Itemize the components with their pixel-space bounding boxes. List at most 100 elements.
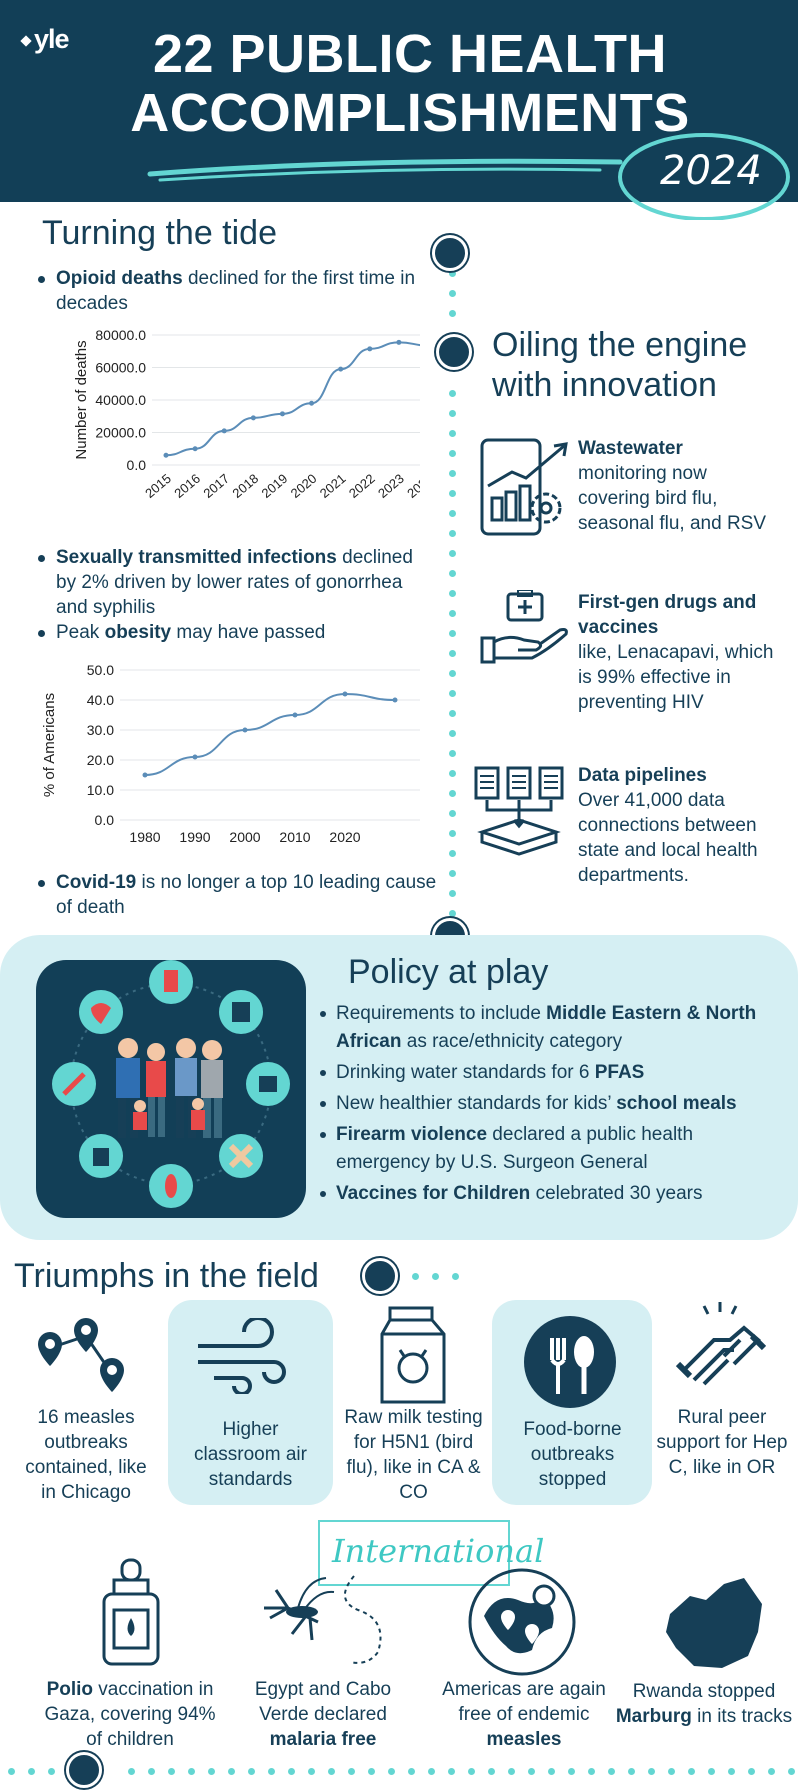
policy-list: Requirements to include Middle Eastern &… [320, 1000, 786, 1211]
policy-item: Requirements to include Middle Eastern &… [320, 1000, 786, 1056]
wastewater-chart-icon [480, 438, 568, 536]
timeline-dot [608, 1768, 615, 1775]
y-tick-label: 50.0 [87, 662, 114, 678]
timeline-dot [449, 650, 456, 657]
timeline-dot [788, 1768, 795, 1775]
timeline-dot [248, 1768, 255, 1775]
timeline-dot [308, 1768, 315, 1775]
year-label: 2024 [660, 148, 762, 194]
field-tile-measles: 16 measles outbreaks contained, like in … [25, 1407, 147, 1503]
field-tile-hepc: Rural peer support for Hep C, like in OR [656, 1407, 788, 1478]
timeline-dot [148, 1768, 155, 1775]
section-title-field: Triumphs in the field [14, 1257, 319, 1295]
family-health-icons-icon [52, 960, 290, 1208]
sti-text: Sexually transmitted infections declined… [56, 547, 413, 618]
timeline-dot [568, 1768, 575, 1775]
timeline-dot [468, 1768, 475, 1775]
data-point [279, 411, 285, 417]
y-tick-label: 30.0 [87, 722, 114, 738]
timeline-dot [228, 1768, 235, 1775]
timeline-dot [449, 910, 456, 917]
timeline-dot [168, 1768, 175, 1775]
data-point [250, 415, 256, 421]
field-tile-foodborne: Food-borne outbreaks stopped [523, 1419, 622, 1490]
mosquito-icon [264, 1575, 382, 1664]
data-point [367, 346, 373, 352]
timeline-dot [449, 310, 456, 317]
innovation-item-drugs: First-gen drugs and vaccines like, Lenaca… [578, 592, 774, 713]
obesity-text: Peak obesity may have passed [56, 622, 326, 643]
opioid-text: Opioid deaths declined for the first tim… [56, 268, 416, 314]
timeline-dot [48, 1768, 55, 1775]
x-tick-label: 1980 [129, 829, 160, 845]
section-title-policy: Policy at play [348, 953, 549, 991]
timeline-dot [8, 1768, 15, 1775]
timeline-dot [449, 570, 456, 577]
data-point [192, 754, 198, 760]
y-tick-label: 0.0 [127, 457, 147, 473]
y-tick-label: 40000.0 [95, 392, 146, 408]
timeline-dot [428, 1768, 435, 1775]
page-title-line2: ACCOMPLISHMENTS [130, 83, 690, 143]
covid-text: Covid-19 is no longer a top 10 leading c… [56, 872, 437, 918]
timeline-dot [628, 1768, 635, 1775]
timeline-dot [449, 690, 456, 697]
opioid-chart: 0.0 20000.0 40000.0 60000.0 80000.0 Number of… [73, 327, 420, 501]
timeline-dot [449, 490, 456, 497]
policy-item: Firearm violence declared a public healt… [320, 1121, 786, 1177]
page-title-line1: 22 PUBLIC HEALTH [152, 24, 668, 84]
intl-item-malaria: Egypt and Cabo Verde declared malaria fr… [254, 1679, 392, 1750]
international-label-box: International [318, 1520, 544, 1586]
section-title-turning: Turning the tide [42, 214, 277, 252]
data-point [192, 446, 198, 452]
x-tick-label: 2023 [375, 471, 407, 501]
timeline-dot [708, 1768, 715, 1775]
timeline-dot [648, 1768, 655, 1775]
series-line [165, 341, 420, 457]
timeline-dot [449, 510, 456, 517]
timeline-dot [488, 1768, 495, 1775]
timeline-dot [449, 850, 456, 857]
header-decoration [147, 133, 790, 220]
timeline-node-icon [66, 1752, 102, 1788]
data-point [163, 452, 169, 458]
field-tile-milk: Raw milk testing for H5N1 (bird flu), li… [344, 1407, 483, 1503]
data-point [221, 428, 227, 434]
timeline-dot [768, 1768, 775, 1775]
y-axis-label: Number of deaths [73, 340, 90, 459]
y-tick-label: 40.0 [87, 692, 114, 708]
timeline-dot [449, 830, 456, 837]
policy-illustration [36, 960, 306, 1218]
timeline-dot [412, 1273, 419, 1280]
x-tick-label: 2000 [229, 829, 260, 845]
bullet-icon [320, 1101, 326, 1107]
timeline-dot [288, 1768, 295, 1775]
timeline-node-icon [362, 1258, 398, 1294]
handshake-icon [675, 1302, 766, 1386]
bullet-icon [38, 276, 45, 283]
timeline-dot [449, 790, 456, 797]
timeline-dot [588, 1768, 595, 1775]
innovation-item-wastewater: Wastewater monitoring now covering bird f… [578, 438, 767, 534]
data-point [142, 772, 148, 778]
timeline-dot [449, 770, 456, 777]
data-point [338, 366, 344, 372]
logo-text: yle [34, 24, 70, 54]
y-tick-label: 20000.0 [95, 425, 146, 441]
policy-item: Drinking water standards for 6 PFAS [320, 1059, 786, 1087]
logo: yle [20, 24, 70, 55]
bullet-icon [320, 1132, 326, 1138]
timeline-dot [449, 590, 456, 597]
timeline-dot [449, 430, 456, 437]
data-pipeline-icon [474, 766, 564, 856]
medical-kit-hand-icon [480, 590, 568, 664]
timeline-dot [268, 1768, 275, 1775]
timeline-dot [728, 1768, 735, 1775]
data-point [309, 400, 315, 406]
timeline-dot [449, 470, 456, 477]
timeline-dot [449, 270, 456, 277]
timeline-dot [449, 550, 456, 557]
y-tick-label: 60000.0 [95, 360, 146, 376]
rwanda-map-icon [666, 1578, 762, 1668]
data-point [242, 727, 248, 733]
